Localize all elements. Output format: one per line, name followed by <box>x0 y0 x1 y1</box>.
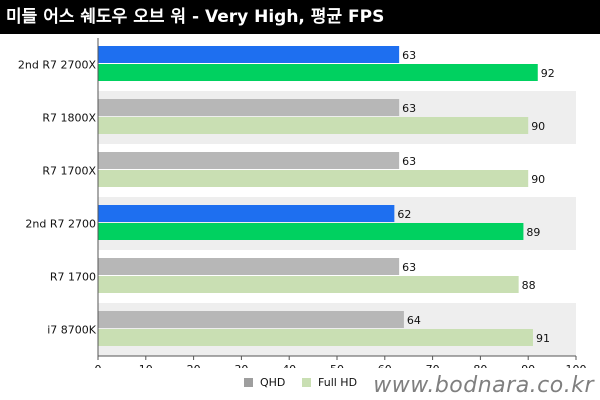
data-label-qhd: 64 <box>407 314 421 327</box>
category-label: 2nd R7 2700 <box>25 218 96 231</box>
x-tick-label: 60 <box>378 363 392 368</box>
bar-qhd <box>98 258 400 275</box>
title-bar: 미들 어스 쉐도우 오브 워 - Very High, 평균 FPS <box>0 0 600 34</box>
bar-qhd <box>98 311 404 328</box>
x-tick-label: 100 <box>566 363 587 368</box>
data-label-fullhd: 90 <box>531 173 545 186</box>
x-tick-label: 40 <box>282 363 296 368</box>
bar-fullhd <box>98 276 519 293</box>
category-label: R7 1700 <box>50 271 96 284</box>
data-label-qhd: 63 <box>402 102 416 115</box>
legend-item-fullhd: Full HD <box>302 375 357 391</box>
bar-qhd <box>98 46 400 63</box>
data-label-qhd: 63 <box>402 261 416 274</box>
category-label: R7 1700X <box>42 165 96 178</box>
bar-fullhd <box>98 117 529 134</box>
bar-qhd <box>98 99 400 116</box>
bar-qhd <box>98 205 395 222</box>
data-label-fullhd: 88 <box>522 279 536 292</box>
x-tick-label: 90 <box>521 363 535 368</box>
category-label: i7 8700K <box>47 324 97 337</box>
x-tick-label: 30 <box>234 363 248 368</box>
data-label-qhd: 62 <box>397 208 411 221</box>
data-label-fullhd: 91 <box>536 332 550 345</box>
data-label-qhd: 63 <box>402 49 416 62</box>
legend-swatch-fullhd <box>302 377 311 387</box>
category-label: 2nd R7 2700X <box>18 59 97 72</box>
x-tick-label: 80 <box>473 363 487 368</box>
legend-label-fullhd: Full HD <box>318 376 358 389</box>
category-label: R7 1800X <box>42 112 96 125</box>
legend-swatch-qhd <box>244 377 253 387</box>
x-tick-label: 10 <box>139 363 153 368</box>
data-label-fullhd: 90 <box>531 120 545 133</box>
x-tick-label: 0 <box>95 363 102 368</box>
x-tick-label: 50 <box>330 363 344 368</box>
x-tick-label: 70 <box>426 363 440 368</box>
data-label-fullhd: 92 <box>541 67 555 80</box>
bar-fullhd <box>98 170 529 187</box>
watermark: www.bodnara.co.kr <box>373 373 594 398</box>
legend-item-qhd: QHD <box>244 375 285 391</box>
x-tick-label: 20 <box>187 363 201 368</box>
bar-qhd <box>98 152 400 169</box>
bar-fullhd <box>98 223 524 240</box>
data-label-qhd: 63 <box>402 155 416 168</box>
data-label-fullhd: 89 <box>526 226 540 239</box>
chart-title: 미들 어스 쉐도우 오브 워 - Very High, 평균 FPS <box>6 7 385 27</box>
legend-label-qhd: QHD <box>260 376 286 389</box>
bar-fullhd <box>98 64 538 81</box>
bar-chart: 63 92 2nd R7 2700X 63 90 R7 1800X 63 90 R7 1700X… <box>18 38 587 368</box>
bar-fullhd <box>98 329 533 346</box>
